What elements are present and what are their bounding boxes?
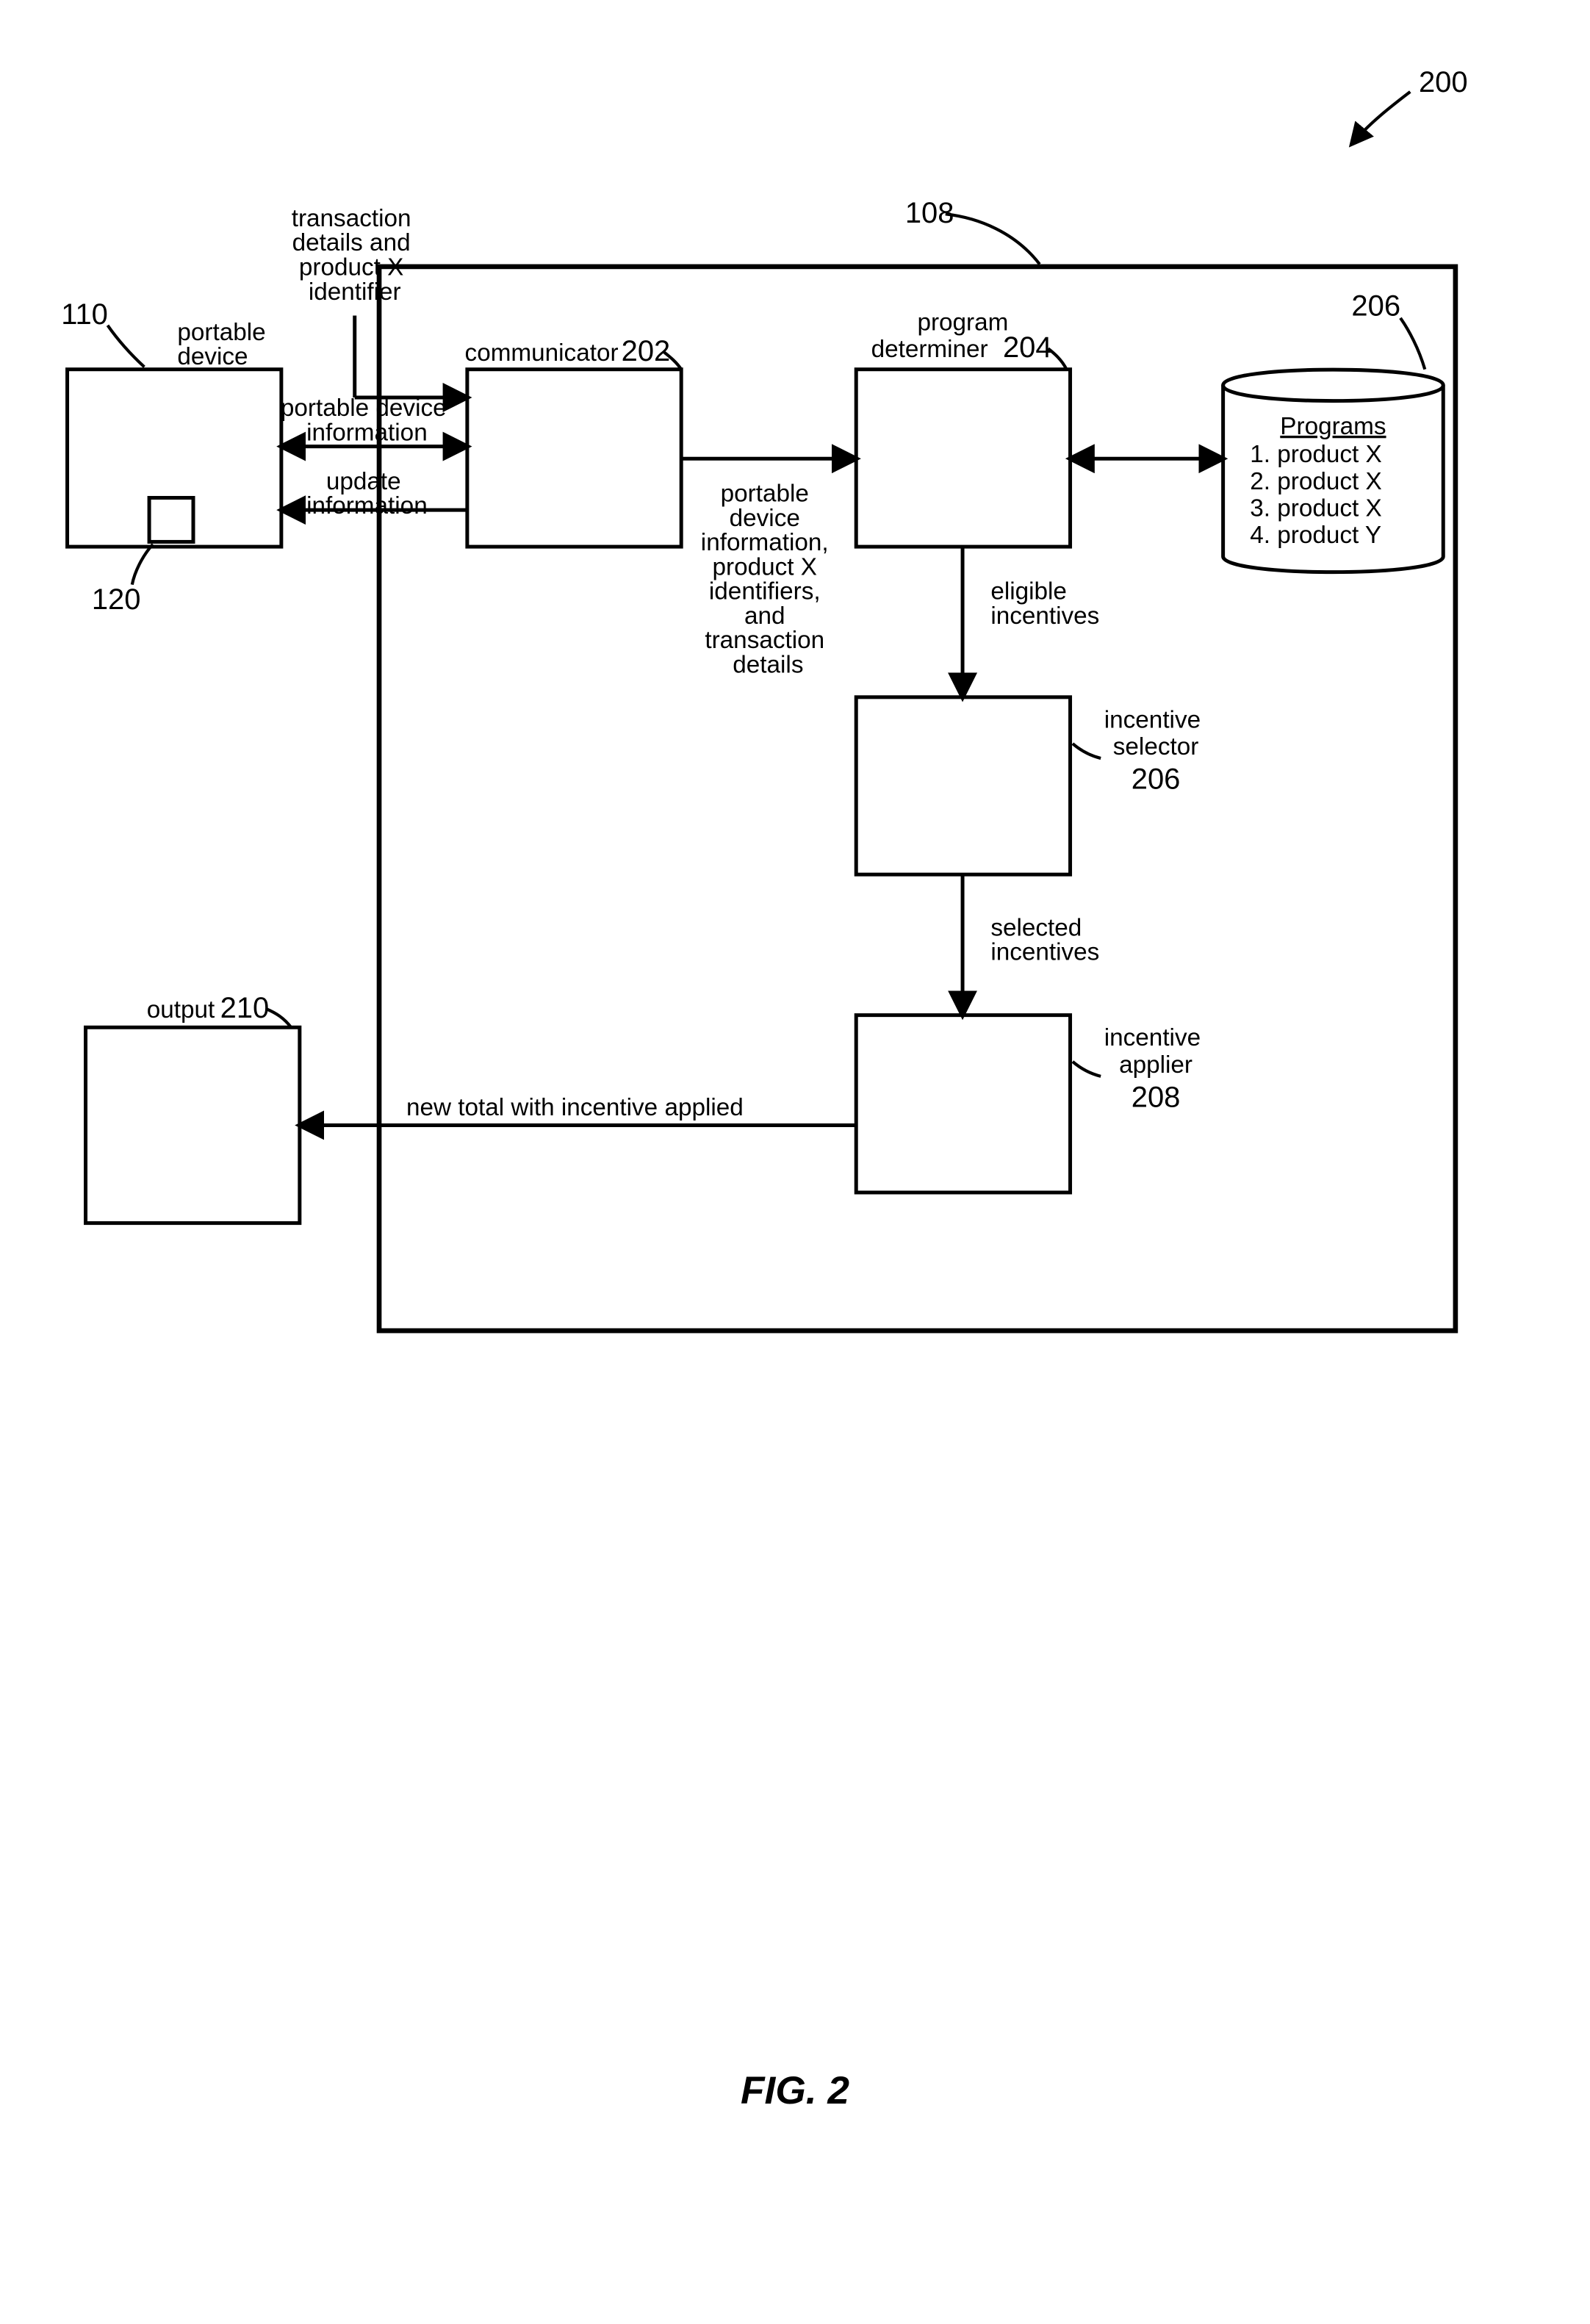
ref-202-text: 202 xyxy=(622,335,671,367)
new-total-label: new total with incentive applied xyxy=(406,1094,744,1121)
portable-device-box xyxy=(68,370,281,547)
ref-110-text: 110 xyxy=(61,298,108,331)
programs-item-4: 4. product Y xyxy=(1250,522,1381,549)
portable-device-label: portable device xyxy=(177,319,273,370)
selector-box xyxy=(856,697,1070,874)
selector-label: incentive selector xyxy=(1104,706,1208,760)
update-info-label: update information xyxy=(306,468,428,519)
communicator-box xyxy=(467,370,681,547)
output-label: output xyxy=(147,996,215,1024)
portable-chip-box xyxy=(149,497,193,542)
figure-caption: FIG. 2 xyxy=(741,2069,849,2112)
ref-110: 110 xyxy=(61,298,144,367)
edge-eligible: eligible incentives xyxy=(963,547,1099,697)
leader-208 xyxy=(1073,1062,1101,1076)
ref-206-db: 206 xyxy=(1351,289,1425,369)
edge-portable-comm-both: portable device information xyxy=(281,395,467,447)
leader-206-sel xyxy=(1073,744,1101,758)
ref-206-db-text: 206 xyxy=(1351,289,1400,322)
ref-208-text: 208 xyxy=(1132,1081,1181,1113)
communicator-label: communicator xyxy=(465,339,619,367)
txn-details-label: transaction details and product X identi… xyxy=(292,205,418,306)
ref-210-text: 210 xyxy=(220,992,270,1024)
programs-item-2: 2. product X xyxy=(1250,468,1381,495)
ref-204-text: 204 xyxy=(1003,331,1052,364)
determiner-box xyxy=(856,370,1070,547)
ref-108: 108 xyxy=(905,197,1040,265)
selected-label: selected incentives xyxy=(990,914,1099,965)
ref-108-text: 108 xyxy=(905,197,954,229)
portable-info-label: portable device information xyxy=(281,395,453,446)
programs-title: Programs xyxy=(1280,413,1386,440)
output-box xyxy=(86,1027,300,1223)
ref-206-sel-text: 206 xyxy=(1132,763,1181,796)
programs-item-1: 1. product X xyxy=(1250,441,1381,468)
ref-200: 200 xyxy=(1351,66,1467,145)
database-206: Programs 1. product X 2. product X 3. pr… xyxy=(1223,370,1444,572)
edge-update-info: update information xyxy=(281,468,467,519)
mid-flow-label: portable device information, product X i… xyxy=(701,480,835,678)
ref-200-text: 200 xyxy=(1419,66,1468,98)
leader-210 xyxy=(267,1009,291,1027)
eligible-label: eligible incentives xyxy=(990,578,1099,630)
edge-selected: selected incentives xyxy=(963,874,1099,1015)
applier-box xyxy=(856,1015,1070,1192)
diagram-root: 200 108 portable device 110 120 communic… xyxy=(0,0,1590,2324)
ref-120: 120 xyxy=(92,544,153,616)
ref-120-text: 120 xyxy=(92,583,141,616)
determiner-label: program determiner xyxy=(871,309,1015,363)
edge-comm-determiner: portable device information, product X i… xyxy=(681,458,856,678)
edge-new-total: new total with incentive applied xyxy=(300,1094,856,1125)
applier-label: incentive applier xyxy=(1104,1024,1208,1079)
programs-item-3: 3. product X xyxy=(1250,494,1381,522)
